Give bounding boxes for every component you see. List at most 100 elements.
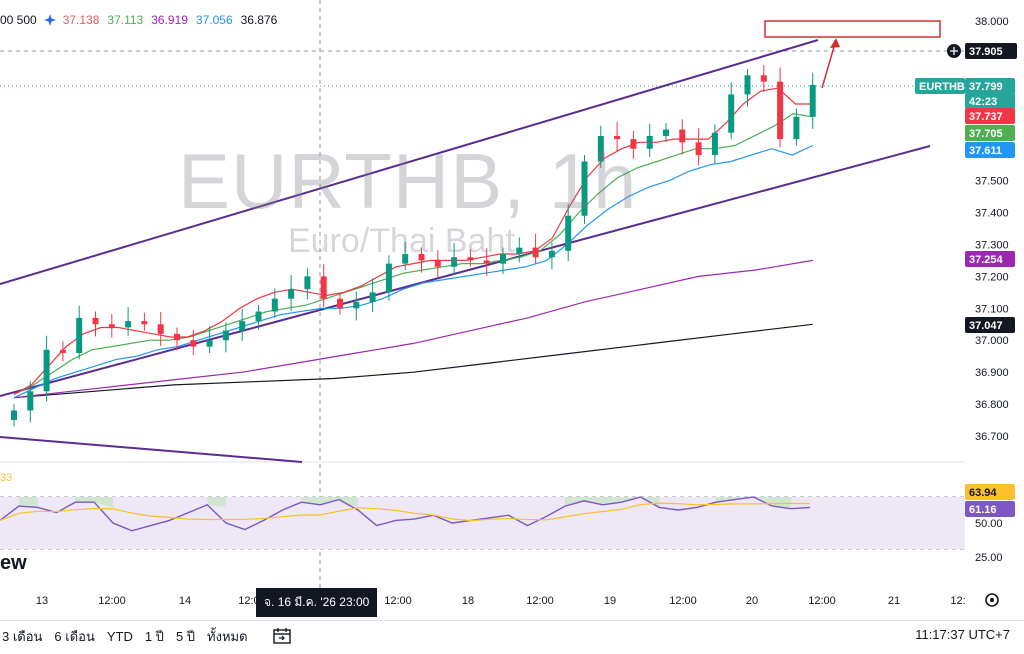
range-all-button[interactable]: ทั้งหมด (207, 628, 248, 644)
candle-body[interactable] (222, 330, 229, 341)
price-tick-label: 37.200 (975, 271, 1009, 283)
candle-body[interactable] (760, 75, 767, 82)
candle-body[interactable] (174, 333, 180, 341)
candle-body[interactable] (288, 289, 295, 299)
ema-green-tag: 37.705 (965, 125, 1015, 141)
candle-body[interactable] (728, 94, 735, 133)
candle-body[interactable] (630, 139, 637, 149)
svg-text:61.16: 61.16 (969, 504, 997, 516)
candle-body[interactable] (695, 142, 702, 156)
partial-left-text: ew (0, 552, 27, 574)
candle-body[interactable] (418, 254, 425, 261)
price-axis[interactable]: 38.000 37.500 37.400 37.300 37.200 37.100 37.0… (975, 16, 1009, 564)
svg-text:37.254: 37.254 (969, 254, 1004, 266)
time-axis[interactable]: 13 12:00 14 12:00 12:00 18 12:00 19 12:00 20 12:00… (36, 595, 966, 607)
candle-body[interactable] (646, 135, 653, 149)
candle-body[interactable] (353, 301, 360, 309)
candle-body[interactable] (451, 257, 458, 267)
time-tick-label: 19 (604, 595, 616, 607)
candle-body[interactable] (43, 349, 50, 392)
candle-body[interactable] (59, 349, 66, 353)
candle-body[interactable] (369, 292, 376, 302)
candle-body[interactable] (516, 247, 523, 255)
range-ytd-button[interactable]: YTD (106, 628, 133, 644)
candle-body[interactable] (255, 311, 262, 322)
date-range-icon[interactable] (272, 627, 292, 645)
candle-body[interactable] (614, 135, 621, 140)
candle-body[interactable] (483, 260, 490, 264)
candle-body[interactable] (809, 84, 816, 117)
range-5y-button[interactable]: 5 ปี (175, 628, 196, 644)
target-box[interactable] (764, 20, 941, 38)
candle-body[interactable] (711, 132, 718, 156)
range-3m-button[interactable]: 3 เดือน (2, 628, 43, 644)
candle-body[interactable] (271, 298, 278, 312)
sparkle-icon[interactable] (43, 13, 57, 27)
candle-body[interactable] (141, 321, 148, 325)
countdown-tag: 42:23 (965, 93, 1015, 109)
candle-body[interactable] (125, 321, 132, 328)
channel-upper-line[interactable] (0, 39, 819, 285)
time-tick-label: 12:00 (669, 595, 697, 607)
svg-text:63.94: 63.94 (969, 487, 997, 499)
time-tick-label: 12:00 (526, 595, 554, 607)
ema-purple-tag: 37.254 (965, 251, 1015, 267)
candle-body[interactable] (385, 263, 392, 293)
candle-body[interactable] (402, 254, 409, 264)
candle-body[interactable] (11, 410, 17, 421)
crosshair-price-tag: 37.905 (965, 43, 1017, 59)
candle-body[interactable] (337, 298, 343, 309)
range-6m-button[interactable]: 6 เดือน (54, 628, 95, 644)
candle-body[interactable] (304, 276, 311, 290)
candle-body[interactable] (565, 215, 572, 251)
candle-body[interactable] (108, 324, 115, 328)
candle-body[interactable] (500, 254, 506, 264)
range-1y-button[interactable]: 1 ปี (144, 628, 164, 644)
header-value-3: 36.919 (151, 13, 188, 27)
indicator-header: 00 500 37.138 37.113 36.919 37.056 36.87… (0, 10, 279, 30)
candle-body[interactable] (92, 317, 99, 325)
svg-text:37.705: 37.705 (969, 128, 1003, 140)
candle-body[interactable] (548, 250, 555, 258)
rsi-line[interactable] (0, 496, 811, 532)
candle-body[interactable] (434, 260, 441, 267)
channel-bottom-line[interactable] (0, 436, 303, 463)
candle-body[interactable] (27, 391, 34, 411)
ema-blue-line[interactable] (13, 144, 813, 399)
candle-body[interactable] (777, 81, 784, 140)
time-tick-label: 21 (888, 595, 900, 607)
rsi-band (0, 497, 965, 549)
candle-body[interactable] (744, 75, 751, 95)
candle-body[interactable] (793, 116, 800, 140)
candle-body[interactable] (206, 340, 213, 347)
candle-body[interactable] (157, 324, 164, 334)
ema-purple-line[interactable] (13, 259, 813, 399)
target-arrow[interactable] (821, 39, 837, 89)
rsi-tick-label: 25.00 (975, 552, 1003, 564)
svg-text:37.611: 37.611 (969, 145, 1002, 157)
svg-text:37.799: 37.799 (969, 81, 1003, 93)
channel-lower-line[interactable] (0, 145, 931, 397)
candle-body[interactable] (190, 340, 197, 347)
candle-body[interactable] (663, 129, 669, 136)
candle-body[interactable] (467, 257, 474, 261)
candle-body[interactable] (239, 321, 246, 331)
candle-body[interactable] (320, 276, 327, 299)
candle-body[interactable] (597, 135, 604, 162)
header-value-1: 37.138 (62, 13, 100, 27)
candles-group[interactable] (11, 65, 816, 427)
header-value-4: 37.056 (195, 13, 233, 27)
ema-black-line[interactable] (13, 323, 813, 399)
candle-body[interactable] (76, 317, 83, 353)
candle-body[interactable] (679, 129, 686, 143)
svg-text:42:23: 42:23 (969, 96, 997, 108)
clock-display[interactable]: 11:17:37 UTC+7 (915, 627, 1010, 642)
bottom-toolbar: 3 เดือน 6 เดือน YTD 1 ปี 5 ปี ทั้งหมด 11… (0, 620, 1024, 651)
candle-body[interactable] (532, 247, 539, 258)
candle-body[interactable] (581, 161, 588, 216)
rsi-ma-line[interactable] (0, 502, 810, 522)
gear-icon[interactable] (985, 593, 999, 607)
ema-green-line[interactable] (13, 112, 813, 396)
svg-text:37.737: 37.737 (969, 111, 1003, 123)
